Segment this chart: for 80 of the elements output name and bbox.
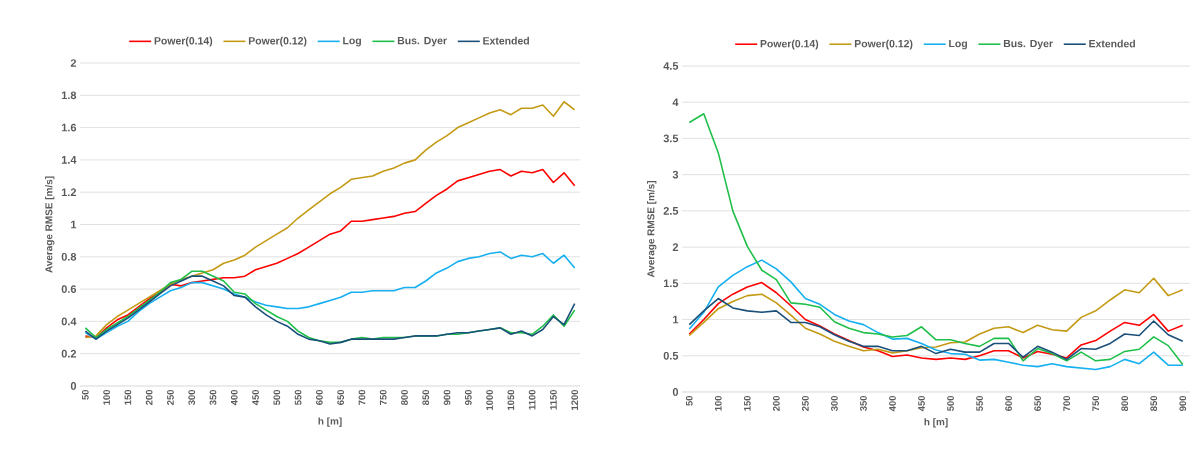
legend-label: Extended (483, 36, 529, 45)
x-tick-label: 950 (464, 389, 472, 405)
y-tick-label: 1.6 (61, 123, 77, 132)
x-tick-label: 400 (230, 389, 238, 406)
y-tick-label: 0 (70, 382, 77, 390)
y-tick-label: 1.4 (61, 156, 77, 164)
x-tick-label: 850 (1150, 395, 1158, 411)
x-tick-label: 650 (337, 389, 344, 405)
legend-label: Power(0.14) (760, 39, 819, 50)
y-tick-label: 4.5 (663, 62, 679, 70)
x-tick-label: 200 (773, 395, 780, 411)
x-tick-label: 600 (1005, 395, 1012, 411)
x-tick-label: 1100 (528, 389, 536, 410)
y-tick-label: 4 (672, 98, 679, 106)
x-tick-label: 500 (273, 389, 281, 405)
x-tick-label: 300 (831, 395, 838, 412)
x-tick-label: 1000 (486, 389, 493, 410)
y-tick-label: 0.4 (61, 317, 77, 326)
y-tick-label: 0 (672, 388, 679, 396)
legend-label: Bus. Dyer (1003, 39, 1053, 50)
legend-label: Bus. Dyer (397, 37, 447, 47)
y-tick-label: 1.2 (61, 188, 77, 197)
legend-label: Log (949, 39, 967, 50)
y-axis-title: Average RMSE [m/s] (45, 176, 55, 273)
x-tick-label: 650 (1034, 395, 1041, 411)
y-tick-label: 0.8 (61, 252, 77, 261)
x-tick-label: 50 (81, 389, 89, 400)
x-tick-label: 1200 (571, 389, 579, 410)
legend-label: Extended (1089, 39, 1135, 48)
x-tick-label: 700 (1063, 395, 1070, 411)
x-tick-label: 200 (145, 389, 153, 405)
line-series (688, 113, 1184, 366)
y-tick-label: 2 (70, 59, 77, 67)
line-series (84, 168, 576, 339)
y-tick-label: 3 (672, 170, 679, 179)
x-tick-label: 700 (358, 389, 366, 405)
x-tick-label: 350 (860, 395, 867, 412)
x-tick-label: 300 (188, 389, 196, 406)
x-tick-label: 250 (167, 389, 174, 405)
x-tick-label: 150 (124, 389, 132, 405)
x-tick-label: 500 (947, 395, 954, 411)
x-tick-label: 100 (103, 389, 110, 405)
x-tick-label: 750 (379, 389, 387, 405)
x-tick-label: 550 (976, 395, 983, 411)
x-tick-label: 100 (714, 395, 722, 411)
x-tick-label: 350 (209, 389, 217, 406)
legend-label: Power(0.12) (854, 39, 913, 50)
y-tick-label: 0.5 (663, 351, 679, 360)
x-tick-label: 800 (1121, 395, 1129, 411)
legend-label: Log (343, 37, 361, 47)
x-tick-label: 50 (685, 395, 693, 406)
x-tick-label: 450 (252, 389, 259, 406)
x-tick-label: 1050 (507, 389, 515, 410)
y-tick-label: 3.5 (663, 134, 679, 143)
y-tick-label: 1 (673, 315, 679, 324)
legend-label: Power(0.14) (154, 36, 213, 47)
line-series (688, 297, 1184, 361)
y-tick-label: 0.2 (61, 349, 77, 358)
x-tick-label: 750 (1092, 395, 1100, 411)
y-tick-label: 1 (71, 220, 77, 229)
x-tick-label: 150 (743, 395, 751, 411)
x-tick-label: 400 (889, 395, 896, 412)
x-tick-label: 250 (802, 395, 809, 411)
x-tick-label: 1150 (550, 389, 557, 410)
y-tick-label: 2.5 (663, 207, 679, 215)
y-tick-label: 1.8 (61, 91, 77, 100)
x-axis-title: h [m] (924, 418, 948, 428)
x-axis-title: h [m] (318, 417, 342, 427)
x-tick-label: 550 (294, 389, 302, 405)
x-tick-label: 900 (443, 389, 451, 405)
x-tick-label: 850 (422, 389, 430, 405)
x-tick-label: 900 (1179, 395, 1187, 411)
legend-label: Power(0.12) (248, 36, 307, 47)
y-tick-label: 1.5 (663, 279, 679, 288)
y-tick-label: 0.6 (61, 285, 77, 293)
y-axis-title: Average RMSE [m/s] (647, 181, 657, 278)
x-tick-label: 800 (401, 389, 408, 405)
x-tick-label: 450 (918, 395, 925, 412)
y-tick-label: 2 (672, 243, 679, 251)
x-tick-label: 600 (316, 389, 323, 405)
